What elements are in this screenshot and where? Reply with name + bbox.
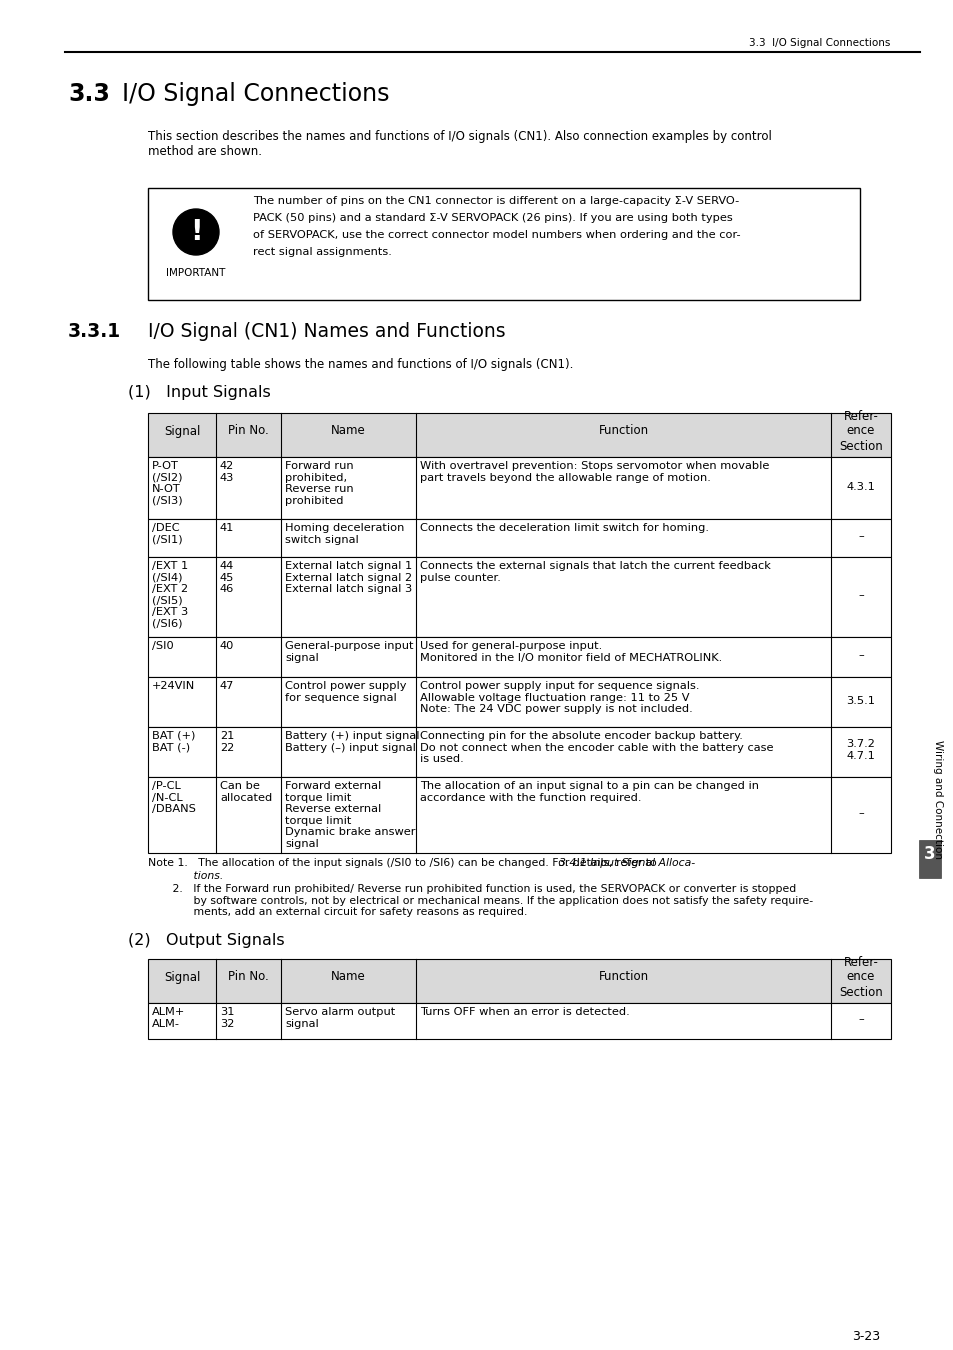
Bar bbox=[148, 1003, 890, 1040]
Text: The number of pins on the CN1 connector is different on a large-capacity Σ-V SER: The number of pins on the CN1 connector … bbox=[253, 196, 739, 207]
Text: 3.7.2
4.7.1: 3.7.2 4.7.1 bbox=[845, 738, 875, 760]
Text: Refer-
ence
Section: Refer- ence Section bbox=[839, 409, 882, 452]
Text: Name: Name bbox=[331, 971, 366, 984]
Bar bbox=[148, 188, 859, 300]
Text: tions.: tions. bbox=[148, 871, 223, 882]
Text: Control power supply input for sequence signals.
Allowable voltage fluctuation r: Control power supply input for sequence … bbox=[419, 680, 699, 714]
Text: PACK (50 pins) and a standard Σ-V SERVOPACK (26 pins). If you are using both typ: PACK (50 pins) and a standard Σ-V SERVOP… bbox=[253, 213, 732, 223]
Bar bbox=[148, 778, 890, 853]
Text: –: – bbox=[858, 532, 863, 541]
Text: The following table shows the names and functions of I/O signals (CN1).: The following table shows the names and … bbox=[148, 358, 573, 371]
Text: BAT (+)
BAT (-): BAT (+) BAT (-) bbox=[152, 730, 195, 752]
Bar bbox=[148, 728, 890, 778]
Text: 2.   If the Forward run prohibited/ Reverse run prohibited function is used, the: 2. If the Forward run prohibited/ Revers… bbox=[148, 884, 812, 917]
Text: 3.5.1: 3.5.1 bbox=[845, 695, 875, 706]
Bar bbox=[148, 676, 890, 728]
Text: Name: Name bbox=[331, 424, 366, 437]
Text: Connects the deceleration limit switch for homing.: Connects the deceleration limit switch f… bbox=[419, 522, 708, 533]
Text: 31
32: 31 32 bbox=[220, 1007, 234, 1029]
Text: +24VIN: +24VIN bbox=[152, 680, 195, 691]
Text: I/O Signal (CN1) Names and Functions: I/O Signal (CN1) Names and Functions bbox=[148, 323, 505, 342]
Text: –: – bbox=[858, 590, 863, 601]
Text: (2)   Output Signals: (2) Output Signals bbox=[128, 933, 284, 948]
Text: The allocation of an input signal to a pin can be changed in
accordance with the: The allocation of an input signal to a p… bbox=[419, 782, 759, 803]
Text: –: – bbox=[858, 651, 863, 660]
Bar bbox=[148, 458, 890, 518]
Text: !: ! bbox=[190, 217, 202, 246]
Text: I/O Signal Connections: I/O Signal Connections bbox=[122, 82, 389, 107]
Text: –: – bbox=[858, 1014, 863, 1025]
Text: 44
45
46: 44 45 46 bbox=[220, 562, 234, 594]
Text: With overtravel prevention: Stops servomotor when movable
part travels beyond th: With overtravel prevention: Stops servom… bbox=[419, 460, 768, 482]
Text: Can be
allocated: Can be allocated bbox=[220, 782, 272, 803]
Text: 21
22: 21 22 bbox=[220, 730, 234, 752]
Text: 40: 40 bbox=[220, 641, 234, 651]
Text: Refer-
ence
Section: Refer- ence Section bbox=[839, 956, 882, 999]
Text: Battery (+) input signal
Battery (–) input signal: Battery (+) input signal Battery (–) inp… bbox=[285, 730, 419, 752]
Text: Used for general-purpose input.
Monitored in the I/O monitor field of MECHATROLI: Used for general-purpose input. Monitore… bbox=[419, 641, 721, 663]
Text: 42
43: 42 43 bbox=[220, 460, 234, 482]
Text: General-purpose input
signal: General-purpose input signal bbox=[285, 641, 413, 663]
Text: Signal: Signal bbox=[164, 424, 200, 437]
Text: 3.3.1: 3.3.1 bbox=[68, 323, 121, 342]
Text: 3: 3 bbox=[923, 845, 935, 863]
Text: External latch signal 1
External latch signal 2
External latch signal 3: External latch signal 1 External latch s… bbox=[285, 562, 412, 594]
Text: of SERVOPACK, use the correct connector model numbers when ordering and the cor-: of SERVOPACK, use the correct connector … bbox=[253, 230, 740, 240]
Text: 3.3: 3.3 bbox=[68, 82, 110, 107]
Text: Signal: Signal bbox=[164, 971, 200, 984]
Text: Note 1.   The allocation of the input signals (/SI0 to /SI6) can be changed. For: Note 1. The allocation of the input sign… bbox=[148, 859, 659, 868]
Text: /SI0: /SI0 bbox=[152, 641, 173, 651]
Text: Function: Function bbox=[598, 424, 648, 437]
Text: 41: 41 bbox=[220, 522, 234, 533]
Bar bbox=[148, 518, 890, 558]
Text: Control power supply
for sequence signal: Control power supply for sequence signal bbox=[285, 680, 406, 702]
Text: ALM+
ALM-: ALM+ ALM- bbox=[152, 1007, 185, 1029]
Text: Forward run
prohibited,
Reverse run
prohibited: Forward run prohibited, Reverse run proh… bbox=[285, 460, 354, 506]
Text: Connecting pin for the absolute encoder backup battery.
Do not connect when the : Connecting pin for the absolute encoder … bbox=[419, 730, 773, 764]
Text: rect signal assignments.: rect signal assignments. bbox=[253, 247, 392, 256]
Text: 3.4.1 Input Signal Alloca-: 3.4.1 Input Signal Alloca- bbox=[558, 859, 694, 868]
Text: Homing deceleration
switch signal: Homing deceleration switch signal bbox=[285, 522, 404, 544]
Text: /DEC
(/SI1): /DEC (/SI1) bbox=[152, 522, 182, 544]
Text: 3.3  I/O Signal Connections: 3.3 I/O Signal Connections bbox=[748, 38, 889, 49]
Bar bbox=[148, 958, 890, 1003]
Bar bbox=[918, 840, 940, 878]
Text: Connects the external signals that latch the current feedback
pulse counter.: Connects the external signals that latch… bbox=[419, 562, 770, 583]
Text: –: – bbox=[858, 809, 863, 818]
Text: Turns OFF when an error is detected.: Turns OFF when an error is detected. bbox=[419, 1007, 629, 1017]
Text: /EXT 1
(/SI4)
/EXT 2
(/SI5)
/EXT 3
(/SI6): /EXT 1 (/SI4) /EXT 2 (/SI5) /EXT 3 (/SI6… bbox=[152, 562, 188, 629]
Bar bbox=[148, 558, 890, 637]
Text: Pin No.: Pin No. bbox=[228, 424, 269, 437]
Text: 3-23: 3-23 bbox=[851, 1330, 879, 1343]
Text: Wiring and Connection: Wiring and Connection bbox=[932, 741, 942, 860]
Bar bbox=[148, 413, 890, 458]
Text: /P-CL
/N-CL
/DBANS: /P-CL /N-CL /DBANS bbox=[152, 782, 195, 814]
Text: IMPORTANT: IMPORTANT bbox=[166, 269, 226, 278]
Text: This section describes the names and functions of I/O signals (CN1). Also connec: This section describes the names and fun… bbox=[148, 130, 771, 158]
Text: Forward external
torque limit
Reverse external
torque limit
Dynamic brake answer: Forward external torque limit Reverse ex… bbox=[285, 782, 416, 849]
Text: Pin No.: Pin No. bbox=[228, 971, 269, 984]
Text: Function: Function bbox=[598, 971, 648, 984]
Text: (1)   Input Signals: (1) Input Signals bbox=[128, 385, 271, 400]
Text: 47: 47 bbox=[220, 680, 234, 691]
Circle shape bbox=[172, 209, 219, 255]
Bar bbox=[148, 637, 890, 676]
Text: P-OT
(/SI2)
N-OT
(/SI3): P-OT (/SI2) N-OT (/SI3) bbox=[152, 460, 182, 506]
Text: 4.3.1: 4.3.1 bbox=[845, 482, 875, 491]
Text: Servo alarm output
signal: Servo alarm output signal bbox=[285, 1007, 395, 1029]
